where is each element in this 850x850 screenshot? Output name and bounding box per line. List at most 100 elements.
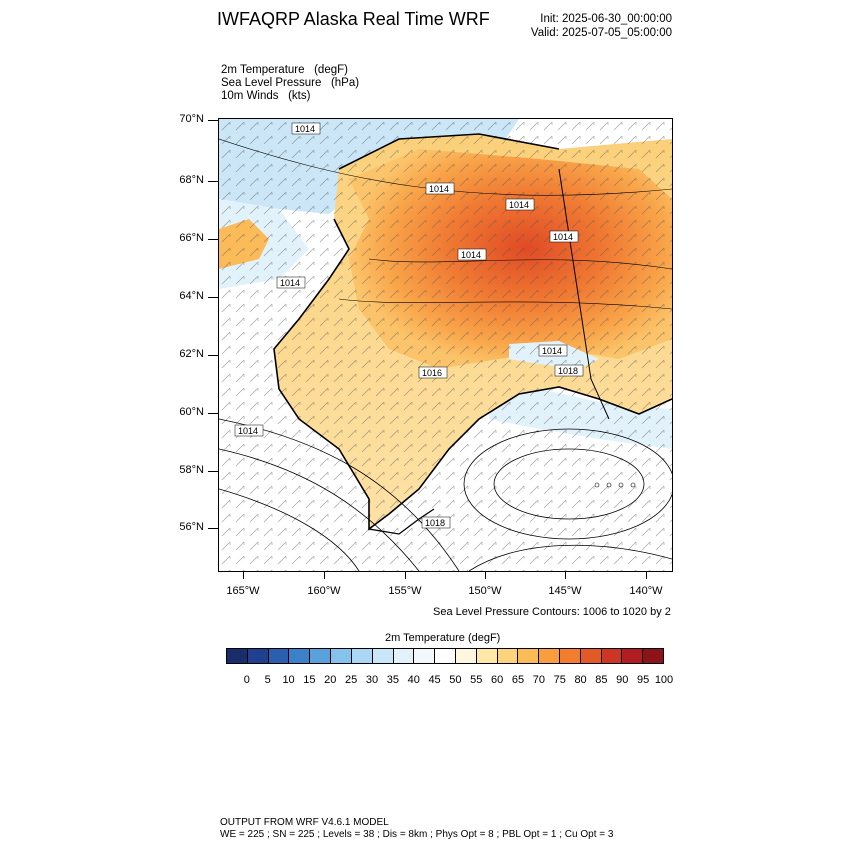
colorbar-label: 10 [282, 674, 295, 686]
lat-label: 56°N [179, 521, 204, 533]
run-times: Init: 2025-06-30_00:00:00 Valid: 2025-07… [531, 12, 672, 40]
field-pressure: Sea Level Pressure (hPa) [221, 77, 360, 89]
colorbar-label: 65 [511, 674, 525, 686]
colorbar-label: 15 [303, 674, 316, 686]
lon-tick [565, 571, 566, 579]
colorbar-label: 5 [264, 674, 271, 686]
lon-tick [646, 571, 647, 579]
contour-label: 1014 [509, 200, 529, 210]
colorbar-swatch [643, 649, 664, 663]
lat-tick [208, 120, 218, 121]
colorbar-swatch [539, 649, 560, 663]
lat-tick [208, 471, 218, 472]
colorbar-swatch [310, 649, 332, 663]
pressure-contour-note: Sea Level Pressure Contours: 1006 to 102… [433, 606, 671, 618]
lat-tick [208, 355, 218, 356]
footer-config: WE = 225 ; SN = 225 ; Levels = 38 ; Dis … [220, 828, 614, 840]
colorbar-label: 40 [407, 674, 420, 686]
contour-label: 1014 [280, 278, 300, 288]
colorbar-swatch [622, 649, 644, 663]
colorbar-swatch [351, 649, 373, 663]
colorbar-swatch [560, 649, 581, 663]
colorbar-title: 2m Temperature (degF) [385, 632, 501, 644]
lon-tick [485, 571, 486, 579]
lon-label: 140°W [629, 585, 663, 597]
colorbar-swatch [580, 649, 602, 663]
colorbar-swatch [435, 649, 456, 663]
lon-tick [405, 571, 406, 579]
colorbar-label: 60 [491, 674, 504, 686]
colorbar-label: 90 [616, 674, 629, 686]
colorbar-label: 30 [365, 674, 379, 686]
lon-label: 145°W [548, 585, 582, 597]
high-pressure-contour [493, 448, 645, 520]
colorbar-label: 50 [449, 674, 462, 686]
lat-tick [208, 181, 218, 182]
field-winds: 10m Winds (kts) [221, 90, 311, 102]
colorbar-swatch [372, 649, 394, 663]
lat-label: 58°N [179, 464, 204, 476]
lon-tick [243, 571, 244, 579]
colorbar-swatch [455, 649, 477, 663]
contour-label: 1018 [558, 366, 578, 376]
colorbar-label: 80 [574, 674, 587, 686]
colorbar-swatch [331, 649, 352, 663]
lat-label: 60°N [179, 406, 204, 418]
colorbar-label: 0 [243, 674, 250, 686]
lon-label: 165°W [226, 585, 260, 597]
valid-time: Valid: 2025-07-05_05:00:00 [530, 27, 672, 39]
colorbar-label: 55 [470, 674, 483, 686]
lon-label: 160°W [307, 585, 341, 597]
colorbar-swatch [227, 649, 248, 663]
lat-tick [208, 413, 218, 414]
lat-label: 68°N [179, 174, 204, 186]
lat-label: 62°N [179, 348, 204, 360]
colorbar-label: 20 [324, 674, 337, 686]
colorbar-label: 35 [386, 674, 399, 686]
contour-label: 1018 [425, 518, 445, 528]
map-canvas: 1014 1014 1014 1014 1014 1014 1014 1016 … [219, 119, 672, 571]
colorbar-label: 45 [428, 674, 441, 686]
colorbar-label: 25 [345, 674, 358, 686]
colorbar-swatch [268, 649, 290, 663]
lon-label: 150°W [468, 585, 502, 597]
contour-label: 1014 [542, 346, 562, 356]
temperature-colorbar [226, 648, 664, 664]
init-time: Init: 2025-06-30_00:00:00 [540, 13, 672, 25]
contour-label: 1014 [238, 426, 258, 436]
colorbar-swatch [476, 649, 498, 663]
contour-label: 1014 [461, 250, 481, 260]
lon-tick [324, 571, 325, 579]
field-temperature: 2m Temperature (degF) [221, 64, 348, 76]
contour-label: 1014 [429, 184, 449, 194]
lat-label: 66°N [179, 232, 204, 244]
lat-label: 64°N [179, 290, 204, 302]
lat-label: 70°N [179, 113, 204, 125]
calm-wind-markers [594, 482, 636, 488]
weather-map: 1014 1014 1014 1014 1014 1014 1014 1016 … [218, 118, 673, 572]
colorbar-label: 95 [637, 674, 650, 686]
lat-tick [208, 297, 218, 298]
colorbar-label: 70 [532, 674, 545, 686]
colorbar-swatch [393, 649, 415, 663]
lat-tick [208, 239, 218, 240]
footer-model: OUTPUT FROM WRF V4.6.1 MODEL [220, 817, 389, 828]
lat-tick [208, 528, 218, 529]
colorbar-label: 85 [595, 674, 608, 686]
page-title: IWFAQRP Alaska Real Time WRF [217, 9, 490, 29]
colorbar-label: 100 [654, 674, 674, 686]
colorbar-swatch [247, 649, 269, 663]
colorbar-swatch [518, 649, 540, 663]
colorbar-swatch [497, 649, 519, 663]
lon-label: 155°W [388, 585, 422, 597]
model-footer: OUTPUT FROM WRF V4.6.1 MODEL WE = 225 ; … [220, 817, 613, 840]
contour-labels: 1014 1014 1014 1014 1014 1014 1014 1016 … [234, 122, 584, 529]
colorbar-swatch [601, 649, 623, 663]
field-list: 2m Temperature (degF) Sea Level Pressure… [221, 64, 359, 103]
contour-label: 1016 [422, 368, 442, 378]
colorbar-swatch [414, 649, 436, 663]
colorbar-swatch [289, 649, 311, 663]
contour-label: 1014 [295, 124, 315, 134]
contour-label: 1014 [553, 232, 573, 242]
colorbar-label: 75 [553, 674, 566, 686]
